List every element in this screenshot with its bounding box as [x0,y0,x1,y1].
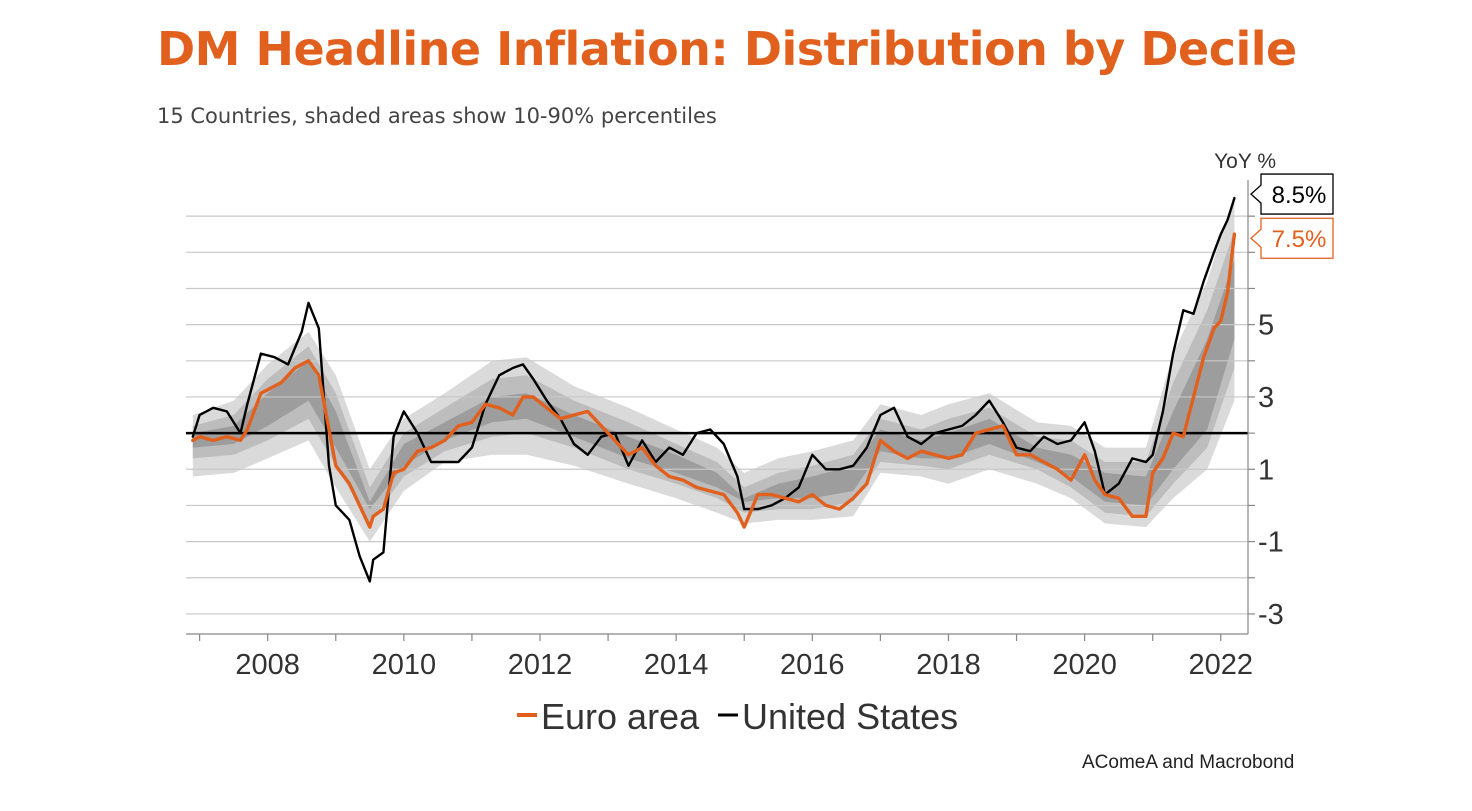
legend-label: Euro area [541,696,700,737]
series-line-euro-area [191,232,1237,529]
axes [186,180,1255,641]
legend-item-united-states: United States [718,696,958,737]
chart-title: DM Headline Inflation: Distribution by D… [157,22,1297,76]
x-tick-labels: 2008 2010 2012 2014 2016 2018 2020 2022 [235,649,1253,681]
value-tag-united-states: 8.5% [1250,173,1334,215]
x-tick-label: 2018 [916,649,981,681]
series-line-united-states [191,196,1236,583]
value-tag-box [1250,217,1334,259]
y-tick-label: 1 [1258,454,1274,486]
x-tick-label: 2014 [644,649,709,681]
x-tick-label: 2020 [1052,649,1117,681]
y-axis-unit-label: YoY % [1214,150,1276,173]
y-tick-labels: -3 -1 1 3 5 [1258,310,1284,631]
percentile-bands [192,194,1235,542]
x-tick-label: 2008 [235,649,300,681]
chart-subtitle: 15 Countries, shaded areas show 10-90% p… [157,104,717,128]
value-tag-euro-area: 7.5% [1250,217,1334,259]
x-tick-label: 2016 [780,649,845,681]
legend-label: United States [742,696,958,737]
y-tick-label: 3 [1258,382,1274,414]
last-value-tags: 8.5% 7.5% [1250,173,1334,259]
y-tick-label: 5 [1258,310,1274,342]
legend-item-euro-area: Euro area [517,696,700,737]
value-tag-label: 8.5% [1272,182,1327,209]
series-lines [191,196,1237,583]
x-tick-label: 2010 [372,649,437,681]
band-3 [192,259,1235,510]
value-tag-label: 7.5% [1272,226,1327,253]
source-note: AComeA and Macrobond [1082,752,1295,773]
x-tick-label: 2012 [508,649,573,681]
band-2 [192,230,1235,524]
value-tag-box [1250,173,1334,215]
y-tick-label: -3 [1258,599,1284,631]
y-tick-label: -1 [1258,527,1284,559]
x-tick-label: 2022 [1189,649,1254,681]
legend: Euro area United States [517,696,958,737]
